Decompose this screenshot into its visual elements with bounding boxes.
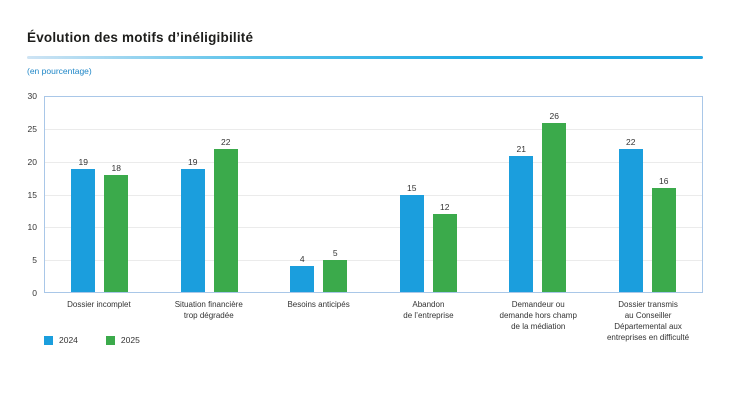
x-axis-label: Abandon de l’entreprise [373, 299, 483, 343]
bar-wrap: 22 [213, 97, 238, 292]
bar-wrap: 16 [651, 97, 676, 292]
bar-wrap: 5 [323, 97, 348, 292]
bar-value-label: 21 [516, 143, 526, 154]
bar-wrap: 15 [399, 97, 424, 292]
y-tick-label: 30 [27, 91, 37, 101]
bar-value-label: 26 [549, 111, 559, 121]
bar-2024 [180, 168, 205, 292]
bar-2025 [542, 123, 567, 292]
bar-wrap: 18 [104, 97, 129, 292]
legend-swatch-icon [105, 335, 115, 345]
bar-wrap: 4 [290, 97, 315, 292]
x-axis-label-line: Situation financière [174, 300, 243, 309]
y-tick-label: 5 [32, 255, 37, 266]
legend: 2024 2025 [44, 335, 140, 345]
gridline [45, 259, 702, 261]
bar-2025 [432, 214, 457, 292]
bar-value-label: 22 [221, 137, 231, 147]
x-axis-label-line: de la médiation [511, 322, 566, 331]
bar-wrap: 19 [71, 97, 96, 292]
bar-2024 [618, 149, 643, 292]
legend-swatch-icon [44, 335, 53, 345]
chart-subtitle: (en pourcentage) [27, 66, 92, 76]
gridline [45, 129, 702, 131]
y-tick-label: 10 [27, 222, 37, 233]
bar-2025 [213, 149, 238, 292]
legend-label: 2024 [59, 335, 78, 345]
bar-wrap: 12 [432, 97, 457, 292]
gridline [45, 194, 702, 196]
title-rule [27, 56, 703, 59]
bar-wrap: 26 [542, 97, 567, 292]
x-axis-label-line: Dossier incomplet [67, 300, 131, 309]
bar-2025 [104, 175, 129, 292]
bar-value-label: 16 [659, 176, 669, 186]
bar-value-label: 4 [299, 254, 305, 264]
x-axis-label-line: Dossier transmis [618, 300, 678, 309]
x-axis-label-line: de l’entreprise [403, 311, 454, 320]
y-tick-label: 25 [27, 123, 37, 134]
page-title: Évolution des motifs d’inéligibilité [27, 30, 254, 45]
bar-wrap: 19 [180, 97, 205, 292]
bar-value-label: 19 [78, 156, 88, 167]
legend-item-2024: 2024 [44, 335, 78, 345]
x-axis-label-line: au Conseiller [624, 311, 672, 320]
y-tick-label: 20 [27, 156, 37, 167]
bar-2025 [651, 188, 676, 292]
bar-value-label: 5 [332, 247, 338, 258]
bar-value-label: 18 [111, 163, 121, 173]
legend-item-2025: 2025 [105, 335, 140, 345]
gridline [45, 226, 702, 228]
x-axis-label-line: Demandeur ou [511, 300, 565, 309]
bar-group: 19 22 [155, 97, 265, 292]
x-axis-label: Demandeur ou demande hors champ de la médi… [483, 299, 593, 343]
bar-group: 22 16 [593, 97, 703, 292]
x-axis-label: Besoins anticipés [264, 299, 374, 343]
legend-label: 2025 [120, 335, 140, 345]
bar-wrap: 21 [509, 97, 534, 292]
x-axis-label: Situation financière trop dégradée [154, 299, 264, 343]
x-axis-label-line: entreprises en difficulté [606, 333, 690, 342]
y-tick-label: 15 [27, 189, 37, 200]
bar-wrap: 22 [618, 97, 643, 292]
bar-value-label: 12 [440, 202, 450, 212]
x-axis-label: Dossier transmis au Conseiller Département… [593, 299, 703, 343]
x-axis-label-line: Départemental aux [614, 322, 682, 331]
plot-area: 19 18 19 22 4 5 15 12 21 26 22 16 [44, 96, 703, 293]
bar-2024 [71, 168, 96, 292]
bar-2024 [290, 266, 315, 292]
y-tick-label: 0 [32, 288, 37, 298]
bar-2024 [509, 155, 534, 292]
x-axis-label-line: demande hors champ [499, 311, 577, 320]
bar-groups: 19 18 19 22 4 5 15 12 21 26 22 16 [45, 97, 702, 292]
x-axis-label: Dossier incomplet [44, 299, 154, 343]
x-axis-label-line: Abandon [412, 300, 445, 309]
bar-2025 [323, 259, 348, 292]
x-axis-label-line: trop dégradée [183, 311, 234, 320]
gridline [45, 161, 702, 163]
bar-group: 19 18 [45, 97, 155, 292]
bar-value-label: 22 [626, 137, 636, 147]
bar-2024 [399, 194, 424, 292]
x-axis-label-line: Besoins anticipés [287, 300, 350, 309]
bar-group: 21 26 [483, 97, 593, 292]
bar-value-label: 19 [188, 156, 198, 167]
y-axis: 0 5 10 15 20 25 30 [10, 91, 37, 298]
bar-group: 15 12 [374, 97, 484, 292]
x-axis-labels: Dossier incomplet Situation financière tro… [44, 299, 703, 343]
bar-value-label: 15 [407, 182, 417, 193]
